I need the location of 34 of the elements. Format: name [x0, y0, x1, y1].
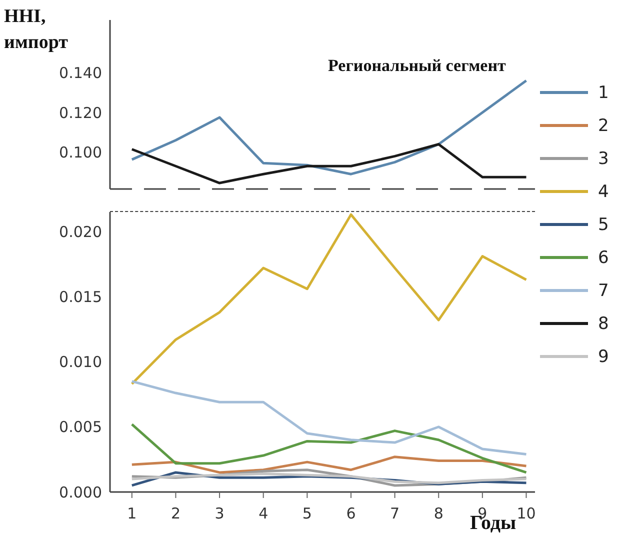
y-tick-label: 0.010	[59, 353, 102, 372]
legend-label: 5	[598, 214, 609, 234]
y-tick-label: 0.140	[59, 64, 102, 82]
legend-title: Региональный сегмент	[328, 56, 506, 76]
x-tick-label: 10	[516, 504, 536, 523]
legend-label: 9	[598, 346, 609, 366]
legend-label: 3	[598, 148, 609, 168]
x-tick-label: 8	[434, 504, 444, 523]
x-tick-label: 6	[346, 504, 356, 523]
legend-label: 6	[598, 248, 609, 268]
x-tick-label: 5	[302, 504, 312, 523]
x-tick-label: 7	[390, 504, 400, 523]
legend-label: 8	[598, 314, 609, 334]
x-tick-label: 2	[170, 504, 180, 523]
line-series	[130, 456, 528, 474]
line-series	[130, 79, 528, 176]
line-series	[130, 213, 528, 386]
y-tick-label: 0.000	[59, 483, 102, 502]
y-axis-title: HHI, импорт	[4, 5, 69, 55]
y-tick-label: 0.120	[59, 104, 102, 122]
line-series	[130, 143, 528, 184]
y-tick-label: 0.015	[59, 288, 102, 306]
y-tick-label: 0.005	[59, 418, 102, 436]
line-series	[130, 423, 528, 474]
legend-label: 4	[598, 182, 609, 202]
legend-label: 2	[598, 116, 609, 136]
x-tick-label: 4	[258, 504, 268, 523]
y-tick-label: 0.020	[59, 222, 102, 241]
x-tick-label: 3	[214, 504, 224, 523]
x-tick-label: 1	[127, 504, 137, 523]
line-series	[130, 380, 528, 456]
legend-label: 7	[598, 280, 609, 300]
legend-label: 1	[598, 82, 609, 102]
y-tick-label: 0.100	[59, 144, 102, 162]
